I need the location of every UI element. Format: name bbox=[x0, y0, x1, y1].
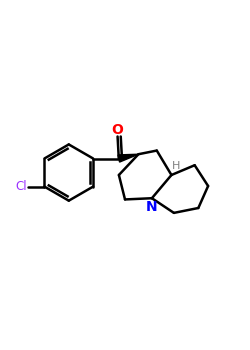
Text: Cl: Cl bbox=[15, 180, 26, 193]
Text: O: O bbox=[112, 122, 124, 136]
Polygon shape bbox=[118, 154, 139, 162]
Text: N: N bbox=[146, 200, 158, 214]
Text: H: H bbox=[172, 161, 180, 171]
